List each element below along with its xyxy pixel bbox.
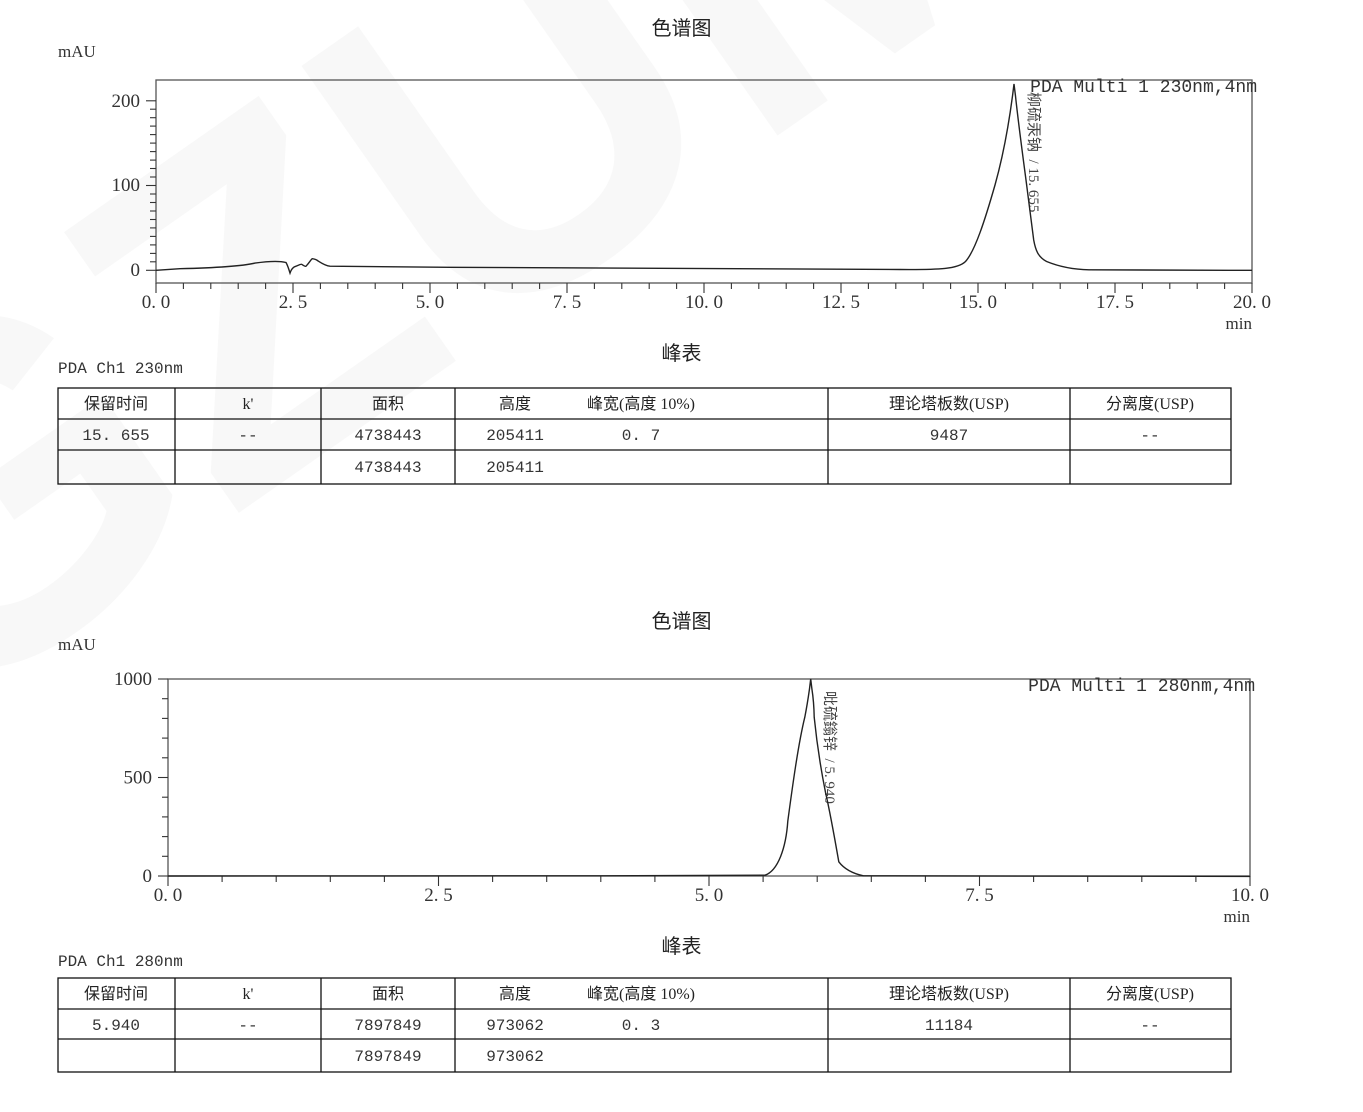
svg-text:12. 5: 12. 5 (822, 292, 860, 313)
svg-text:min: min (1226, 314, 1253, 333)
svg-text:PDA Multi 1 230nm,4nm: PDA Multi 1 230nm,4nm (1030, 78, 1257, 98)
svg-text:2. 5: 2. 5 (279, 292, 308, 313)
svg-text:17. 5: 17. 5 (1096, 292, 1134, 313)
svg-text:100: 100 (112, 175, 141, 196)
svg-text:15. 0: 15. 0 (959, 292, 997, 313)
svg-text:10. 0: 10. 0 (685, 292, 723, 313)
svg-text:200: 200 (112, 91, 141, 112)
svg-text:20. 0: 20. 0 (1233, 292, 1271, 313)
svg-text:5. 0: 5. 0 (416, 292, 445, 313)
svg-text:0: 0 (131, 260, 141, 281)
svg-text:0. 0: 0. 0 (142, 292, 171, 313)
svg-text:7. 5: 7. 5 (553, 292, 582, 313)
